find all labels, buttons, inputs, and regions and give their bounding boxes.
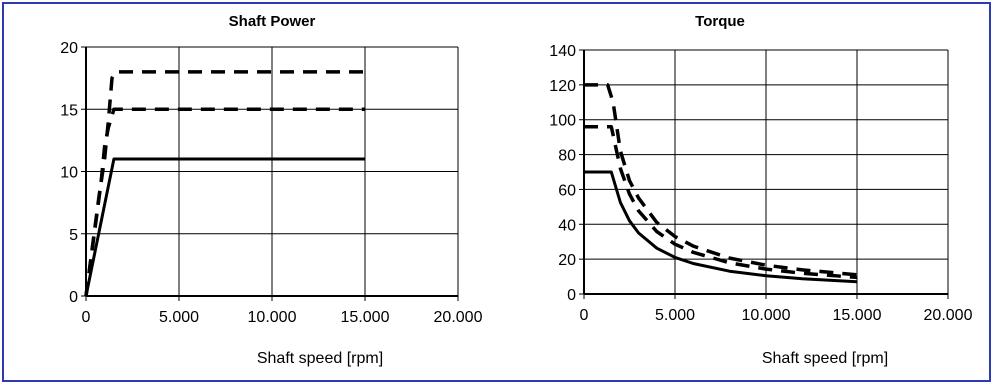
- torque-series-2-line: [584, 124, 858, 280]
- power-x-tick-label: 5.000: [159, 309, 199, 326]
- power-x-tick-label: 10.000: [248, 309, 297, 326]
- power-y-tick-label: 0: [69, 289, 78, 306]
- power-x-tick-label: 20.000: [434, 309, 483, 326]
- torque-x-tick-label: 15.000: [833, 307, 882, 324]
- power-chart-title: Shaft Power: [229, 13, 316, 30]
- power-x-axis-label: Shaft speed [rpm]: [257, 350, 383, 367]
- torque-y-tick-label: 120: [549, 78, 576, 95]
- torque-y-tick-label: 0: [567, 287, 576, 304]
- power-series-3-line: [84, 70, 365, 297]
- torque-y-tick-label: 20: [558, 252, 576, 269]
- power-y-tick-label: 5: [69, 227, 78, 244]
- power-x-tick-label: 0: [82, 309, 91, 326]
- figure-frame: [2, 2, 991, 382]
- torque-series-3-line: [584, 83, 858, 277]
- torque-x-axis-label: Shaft speed [rpm]: [762, 350, 888, 367]
- torque-x-tick-label: 5.000: [655, 307, 695, 324]
- torque-x-tick-label: 20.000: [924, 307, 973, 324]
- torque-series-1-line: [584, 170, 858, 284]
- torque-y-tick-label: 140: [549, 43, 576, 60]
- torque-y-tick-label: 40: [558, 217, 576, 234]
- power-series-1-line: [84, 157, 365, 297]
- torque-y-tick-label: 80: [558, 148, 576, 165]
- torque-x-tick-label: 10.000: [742, 307, 791, 324]
- power-x-tick-label: 15.000: [341, 309, 390, 326]
- power-y-tick-label: 20: [60, 40, 78, 57]
- power-y-tick-label: 10: [60, 165, 78, 182]
- power-y-tick-label: 15: [60, 102, 78, 119]
- torque-y-tick-label: 60: [558, 182, 576, 199]
- torque-chart-title: Torque: [695, 13, 745, 30]
- torque-y-tick-label: 100: [549, 113, 576, 130]
- torque-x-tick-label: 0: [580, 307, 589, 324]
- shaft-power-chart: Shaft Power 0 5 10 15 20 0 5.000 10.000 15.000 20.…: [60, 13, 483, 367]
